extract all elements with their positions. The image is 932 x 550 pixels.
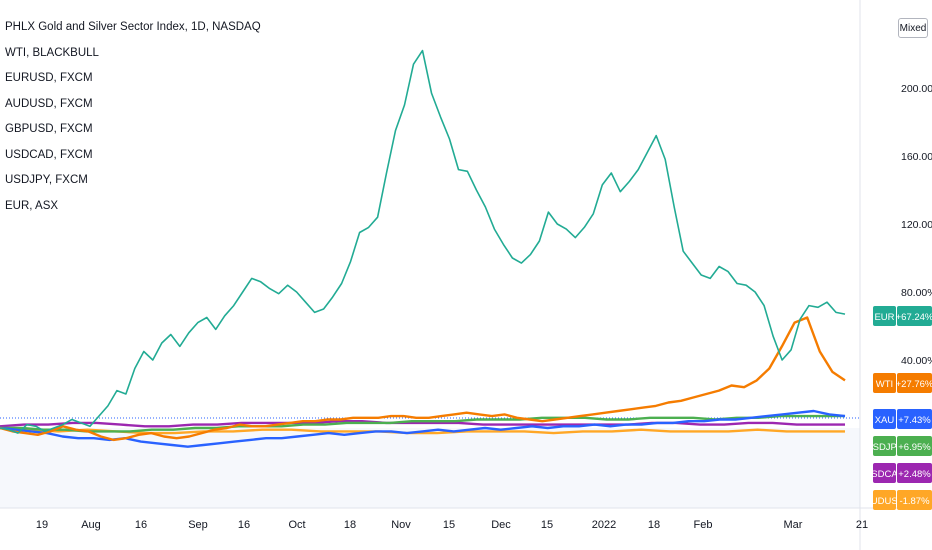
series-tag-value-bg (897, 306, 932, 326)
series-line-wti[interactable] (0, 316, 846, 442)
x-tick-label: Dec (491, 519, 511, 531)
legend: PHLX Gold and Silver Sector Index, 1D, N… (5, 20, 261, 224)
x-tick-label: 18 (344, 519, 356, 531)
x-tick-label: 2022 (592, 519, 616, 531)
x-tick-label: 16 (238, 519, 250, 531)
y-tick-label: 200.00% (901, 83, 932, 95)
y-tick-label: 40.00% (901, 355, 932, 367)
legend-entry[interactable]: GBPUSD, FXCM (5, 123, 93, 135)
series-tag-value: +2.48% (898, 469, 931, 480)
x-tick-label: Aug (81, 519, 101, 531)
series-tag-name: USDCAD (864, 469, 904, 480)
series-tag-value: +27.76% (896, 379, 932, 390)
y-tick-label: 80.00% (901, 287, 932, 299)
x-tick-label: Feb (694, 519, 713, 531)
chart-title[interactable]: PHLX Gold and Silver Sector Index, 1D, N… (5, 21, 261, 33)
series-line-usdjpy[interactable] (0, 414, 845, 433)
legend-entry[interactable]: USDJPY, FXCM (5, 174, 88, 186)
x-tick-label: 19 (36, 519, 48, 531)
legend-entry[interactable]: EURUSD, FXCM (5, 72, 93, 84)
x-tick-label: 15 (541, 519, 553, 531)
series-tag-name-bg (873, 463, 896, 483)
series-tag-value: +7.43% (898, 415, 931, 426)
x-tick-label: 16 (135, 519, 147, 531)
series-tag-value-bg (897, 436, 932, 456)
series-tag-name-bg (873, 490, 896, 510)
series-line-audusd[interactable] (0, 426, 845, 435)
series-tag-name-bg (873, 373, 896, 393)
x-tick-label: Mar (784, 519, 803, 531)
legend-entry[interactable]: WTI, BLACKBULL (5, 46, 99, 59)
series-tag-name: EUR (874, 312, 894, 323)
series-line-usdcad[interactable] (0, 420, 845, 428)
series-tag-value: +6.95% (898, 442, 931, 453)
legend-entry[interactable]: EUR, ASX (5, 199, 59, 212)
series-tag-value: -1.87% (899, 496, 930, 507)
x-tick-label: Sep (188, 519, 208, 531)
series-line-eur[interactable] (0, 49, 846, 434)
x-tick-label: 15 (443, 519, 455, 531)
series-tag-name: WTI (876, 379, 893, 390)
scale-mode-button[interactable]: Mixed (898, 18, 928, 38)
series-tag-name: XAU (875, 415, 895, 426)
legend-entry[interactable]: USDCAD, FXCM (5, 148, 93, 161)
series-line-xau[interactable] (0, 409, 846, 448)
y-tick-label: 120.00% (901, 219, 932, 231)
series-tag-name: AUDUSD (864, 496, 904, 507)
series-tag-name-bg (873, 306, 896, 326)
series-tag-name-bg (873, 436, 896, 456)
x-tick-label: Nov (391, 519, 411, 531)
series-tag-value-bg (897, 490, 932, 510)
series-tag-value-bg (897, 463, 932, 483)
series-tag-value-bg (897, 373, 932, 393)
y-tick-label: 160.00% (901, 151, 932, 163)
x-tick-label: Oct (288, 519, 305, 531)
series-tag-value-bg (897, 409, 932, 429)
series-tag-name-bg (873, 409, 896, 429)
x-tick-label: 18 (648, 519, 660, 531)
legend-entry[interactable]: AUDUSD, FXCM (5, 97, 93, 110)
series-tag-value: +67.24% (896, 312, 932, 323)
series-tag-name: USDJPY (866, 442, 904, 453)
x-tick-label: 21 (856, 519, 868, 531)
